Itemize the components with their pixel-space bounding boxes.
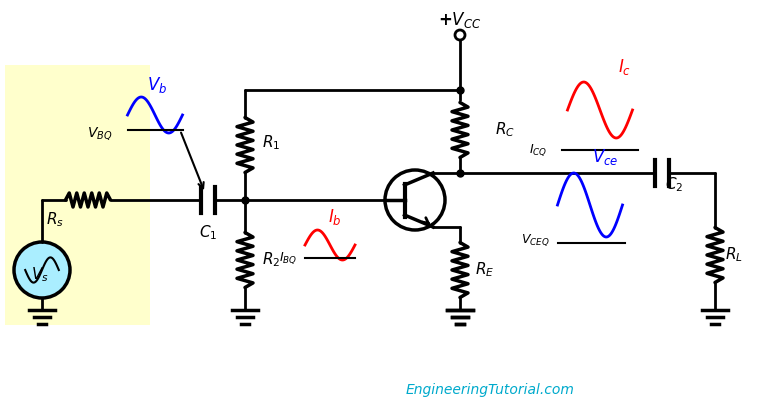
Text: $C_2$: $C_2$ <box>665 176 683 194</box>
Text: $R_1$: $R_1$ <box>262 134 280 152</box>
Text: $V_s$: $V_s$ <box>31 266 49 284</box>
Text: $V_{CEQ}$: $V_{CEQ}$ <box>521 232 550 248</box>
Text: $R_E$: $R_E$ <box>475 261 494 279</box>
Circle shape <box>14 242 70 298</box>
Text: $R_C$: $R_C$ <box>495 121 515 139</box>
Text: $V_{ce}$: $V_{ce}$ <box>592 147 619 167</box>
Text: $I_{CQ}$: $I_{CQ}$ <box>529 142 547 158</box>
Text: $I_c$: $I_c$ <box>619 57 631 77</box>
Text: $I_b$: $I_b$ <box>328 207 342 227</box>
FancyBboxPatch shape <box>5 65 150 325</box>
Text: +$V_{CC}$: +$V_{CC}$ <box>438 10 482 30</box>
Text: $R_L$: $R_L$ <box>725 246 743 264</box>
Text: $C_1$: $C_1$ <box>199 223 217 242</box>
Text: $V_b$: $V_b$ <box>147 75 167 95</box>
Text: $V_{BQ}$: $V_{BQ}$ <box>87 124 113 141</box>
Text: EngineeringTutorial.com: EngineeringTutorial.com <box>405 383 575 397</box>
Text: $I_{BQ}$: $I_{BQ}$ <box>279 250 297 266</box>
Text: $R_s$: $R_s$ <box>46 210 64 229</box>
Text: $R_2$: $R_2$ <box>262 251 280 269</box>
